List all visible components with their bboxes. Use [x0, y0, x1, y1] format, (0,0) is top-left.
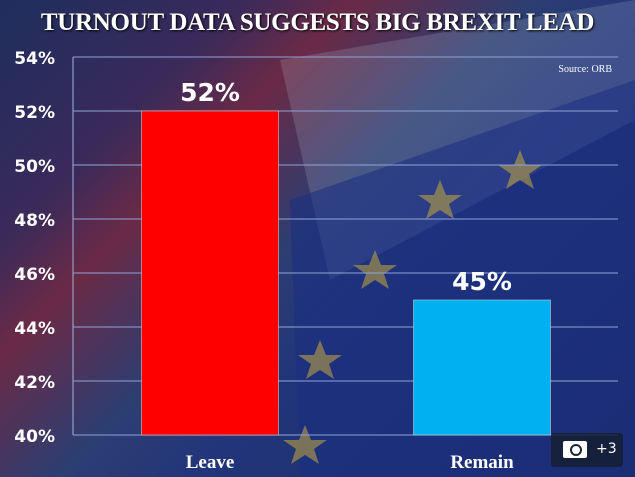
- bar-remain: [413, 299, 551, 436]
- bar-leave: [141, 110, 279, 436]
- gallery-count: +3: [596, 441, 617, 457]
- y-tick-label: 40%: [14, 427, 55, 447]
- y-tick-label: 54%: [14, 49, 55, 69]
- y-tick-label: 50%: [14, 157, 55, 177]
- y-tick-label: 46%: [14, 265, 55, 285]
- source-label: Source: ORB: [558, 64, 612, 75]
- y-tick-label: 48%: [14, 211, 55, 231]
- data-label: 45%: [452, 267, 512, 296]
- y-tick-label: 52%: [14, 103, 55, 123]
- y-tick-label: 42%: [14, 373, 55, 393]
- gallery-button[interactable]: +3: [551, 433, 623, 467]
- x-tick-label: Remain: [450, 452, 514, 473]
- chart-title: TURNOUT DATA SUGGESTS BIG BREXIT LEAD: [40, 9, 595, 36]
- y-tick-label: 44%: [14, 319, 55, 339]
- x-tick-label: Leave: [186, 452, 235, 473]
- data-label: 52%: [180, 78, 240, 107]
- camera-icon: [563, 441, 587, 458]
